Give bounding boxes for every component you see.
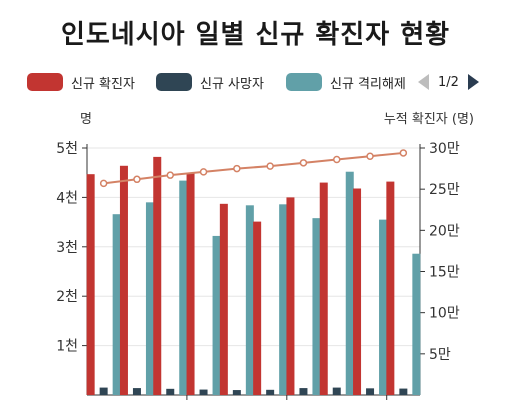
cumulative-cases-line bbox=[103, 151, 404, 185]
bar-new-cases bbox=[219, 203, 228, 395]
cumulative-cases-point bbox=[399, 149, 408, 157]
legend-label-new-deaths: 신규 사망자 bbox=[200, 76, 264, 92]
bar-new-recovered bbox=[212, 235, 221, 395]
right-axis-tick-label: 10만 bbox=[429, 306, 460, 322]
left-axis-unit-label: 명 bbox=[80, 112, 92, 127]
bar-new-recovered bbox=[345, 171, 354, 395]
bar-new-deaths bbox=[132, 388, 141, 395]
cumulative-cases-point bbox=[99, 179, 108, 188]
legend: 신규 확진자 신규 사망자 신규 격리해제 bbox=[0, 70, 511, 94]
bar-new-deaths bbox=[99, 387, 108, 395]
bar-new-cases bbox=[86, 174, 95, 395]
right-axis-unit-label: 누적 확진자 (명) bbox=[384, 112, 474, 127]
bar-new-recovered bbox=[145, 202, 154, 395]
bar-new-deaths bbox=[266, 389, 275, 395]
bar-new-recovered bbox=[312, 218, 321, 395]
legend-pager: 1/2 bbox=[418, 70, 479, 94]
legend-swatch-new-recovered bbox=[286, 73, 322, 91]
legend-swatch-new-cases bbox=[27, 73, 63, 91]
cumulative-cases-point bbox=[299, 159, 308, 167]
bar-new-recovered bbox=[112, 214, 121, 395]
bar-new-recovered bbox=[245, 205, 254, 395]
bar-new-recovered bbox=[279, 204, 288, 395]
legend-label-new-cases: 신규 확진자 bbox=[71, 76, 135, 92]
right-axis-tick-label: 20만 bbox=[429, 223, 460, 239]
bar-new-cases bbox=[253, 221, 262, 395]
legend-label-new-recovered: 신규 격리해제 bbox=[330, 76, 406, 92]
bar-new-deaths bbox=[399, 388, 408, 395]
bar-new-deaths bbox=[232, 390, 241, 395]
legend-item-new-deaths[interactable]: 신규 사망자 bbox=[156, 70, 264, 94]
pager-text: 1/2 bbox=[438, 74, 459, 90]
left-axis-tick-label: 1천 bbox=[56, 339, 78, 355]
bar-new-recovered bbox=[179, 180, 188, 395]
legend-item-new-recovered[interactable]: 신규 격리해제 bbox=[286, 70, 416, 94]
bar-new-deaths bbox=[366, 388, 375, 395]
legend-item-new-cases[interactable]: 신규 확진자 bbox=[27, 70, 135, 94]
right-axis-tick-label: 15만 bbox=[429, 265, 460, 281]
cumulative-cases-point bbox=[333, 155, 341, 164]
left-axis-tick-label: 3천 bbox=[56, 240, 78, 256]
bar-new-deaths bbox=[199, 389, 208, 395]
pager-next-icon[interactable] bbox=[467, 74, 479, 90]
left-axis-tick-label: 4천 bbox=[56, 190, 78, 206]
cumulative-cases-point bbox=[266, 162, 274, 170]
bar-new-cases bbox=[119, 165, 128, 395]
bar-new-cases bbox=[286, 197, 295, 395]
bar-new-cases bbox=[186, 172, 195, 395]
bar-new-deaths bbox=[166, 388, 175, 395]
legend-swatch-new-deaths bbox=[156, 73, 192, 91]
bar-new-cases bbox=[319, 182, 328, 395]
bar-new-cases bbox=[153, 156, 162, 395]
bar-new-recovered bbox=[412, 253, 421, 395]
right-axis-tick-label: 30만 bbox=[429, 141, 460, 157]
bar-new-cases bbox=[353, 188, 362, 395]
left-axis-tick-label: 2천 bbox=[56, 289, 78, 305]
bar-new-deaths bbox=[332, 387, 341, 395]
cumulative-cases-point bbox=[366, 152, 374, 160]
bar-new-recovered bbox=[379, 219, 388, 395]
cumulative-cases-point bbox=[199, 168, 208, 176]
cumulative-cases-point bbox=[233, 164, 241, 173]
right-axis-tick-label: 25만 bbox=[429, 182, 460, 198]
page-title: 인도네시아 일별 신규 확진자 현황 bbox=[60, 20, 451, 50]
bar-new-deaths bbox=[299, 388, 308, 395]
pager-prev-icon[interactable] bbox=[418, 74, 429, 90]
left-axis-tick-label: 5천 bbox=[56, 141, 78, 157]
bar-new-cases bbox=[386, 181, 395, 395]
cumulative-cases-point bbox=[133, 175, 141, 184]
right-axis-tick-label: 5만 bbox=[429, 347, 451, 363]
cumulative-cases-point bbox=[166, 171, 174, 179]
